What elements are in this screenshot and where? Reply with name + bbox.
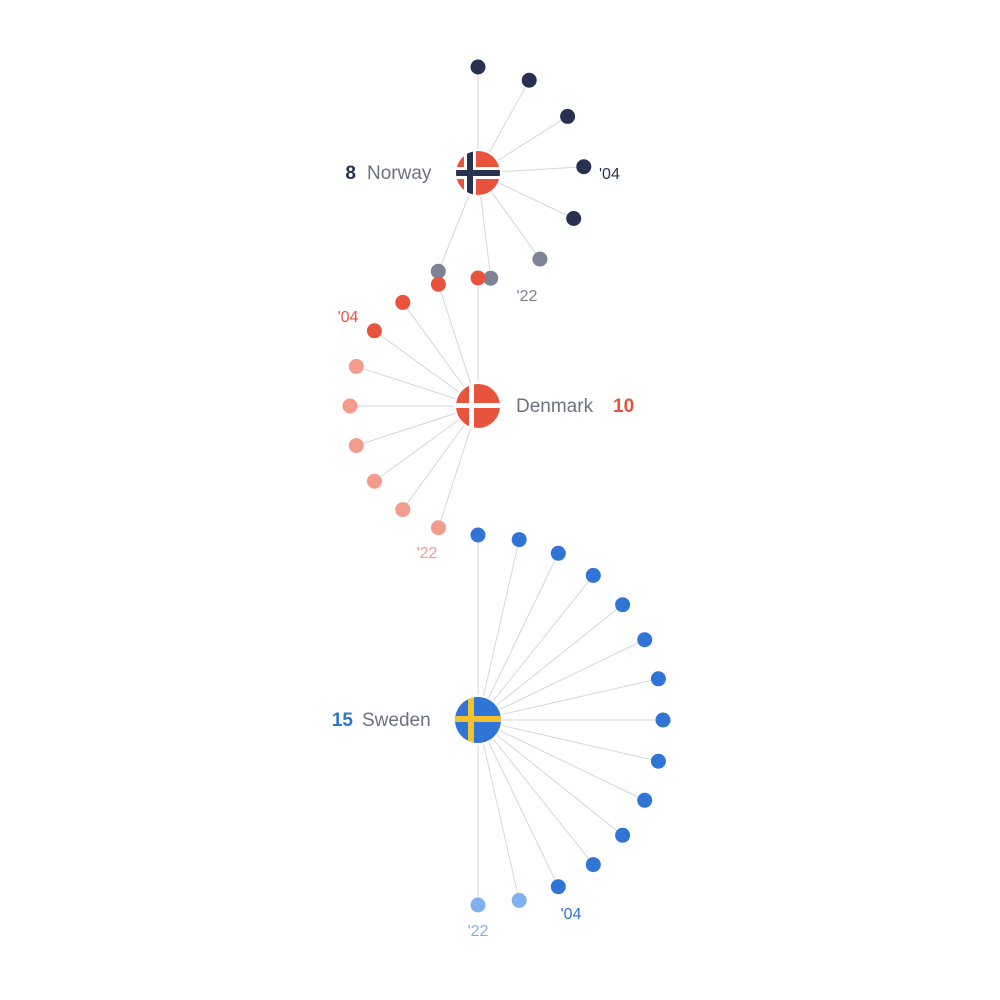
norway-dot [470, 59, 486, 75]
norway-dot [560, 108, 576, 124]
sweden-spoke [477, 719, 520, 901]
denmark-dot [348, 358, 364, 374]
sweden-spoke [477, 553, 559, 721]
norway-dot [483, 270, 499, 286]
sweden-flag [453, 695, 503, 745]
norway-flag [454, 149, 502, 197]
sweden-spoke [477, 719, 645, 801]
norway-flag-cross-v [467, 151, 473, 195]
sweden-dot [470, 527, 486, 543]
sweden-dot [550, 879, 566, 895]
sweden-spoke [477, 575, 594, 721]
norway-year-label-22: '22 [517, 288, 538, 305]
denmark-dot [342, 398, 358, 414]
sweden-dot [511, 532, 527, 548]
sweden-dot [637, 792, 653, 808]
norway-dot [532, 251, 548, 267]
sweden-dot [585, 567, 601, 583]
denmark-name: Denmark [516, 396, 594, 417]
sweden-dot [655, 712, 671, 728]
sweden-spoke [477, 604, 623, 721]
denmark-count: 10 [613, 396, 634, 417]
sweden-dot [637, 632, 653, 648]
denmark-year-label-04: '04 [338, 309, 359, 326]
sweden-dots [470, 527, 671, 913]
denmark-dot [430, 276, 446, 292]
denmark-group: Denmark 10 '04 '22 [338, 270, 634, 562]
norway-year-label-04: '04 [599, 166, 620, 183]
denmark-dots [342, 270, 486, 536]
denmark-dot [348, 438, 364, 454]
denmark-year-label-22: '22 [417, 545, 438, 562]
norway-dot [521, 72, 537, 88]
denmark-dot [395, 294, 411, 310]
norway-dot [430, 263, 446, 279]
sweden-flag-cross-h [455, 716, 501, 722]
denmark-dot [470, 270, 486, 286]
norway-flag-cross-h [456, 170, 500, 176]
norway-group: 8 Norway '04 '22 [345, 59, 620, 305]
denmark-dot [366, 323, 382, 339]
sweden-spoke [477, 639, 645, 721]
sweden-year-label-22: '22 [468, 923, 489, 940]
denmark-flag-cross-v [469, 384, 474, 428]
sweden-spoke [477, 539, 520, 721]
sweden-flag-cross-v [468, 697, 474, 743]
sweden-dot [550, 545, 566, 561]
sweden-dot [585, 857, 601, 873]
sweden-dot [650, 753, 666, 769]
denmark-dot [366, 473, 382, 489]
denmark-flag [454, 382, 502, 430]
sweden-dot [615, 597, 631, 613]
sweden-year-label-04: '04 [561, 906, 582, 923]
sweden-spoke [477, 719, 559, 887]
norway-name: Norway [367, 163, 432, 184]
sweden-dot [615, 827, 631, 843]
sweden-dot [511, 892, 527, 908]
sweden-dot [470, 897, 486, 913]
norway-count: 8 [345, 163, 356, 184]
sweden-count: 15 [332, 710, 354, 731]
sweden-group: 15 Sweden '04 '22 [332, 527, 671, 940]
sweden-dot [650, 671, 666, 687]
sweden-spoke [477, 678, 659, 721]
sweden-spoke [477, 719, 594, 865]
norway-dots [430, 59, 592, 286]
sweden-spoke [477, 719, 623, 836]
sweden-name: Sweden [362, 710, 431, 731]
denmark-dot [430, 520, 446, 536]
norway-dot [576, 159, 592, 175]
denmark-dot [395, 502, 411, 518]
denmark-flag-cross-h [456, 403, 500, 408]
sweden-spoke [477, 719, 659, 762]
sweden-spokes [477, 535, 663, 905]
norway-dot [566, 211, 582, 226]
